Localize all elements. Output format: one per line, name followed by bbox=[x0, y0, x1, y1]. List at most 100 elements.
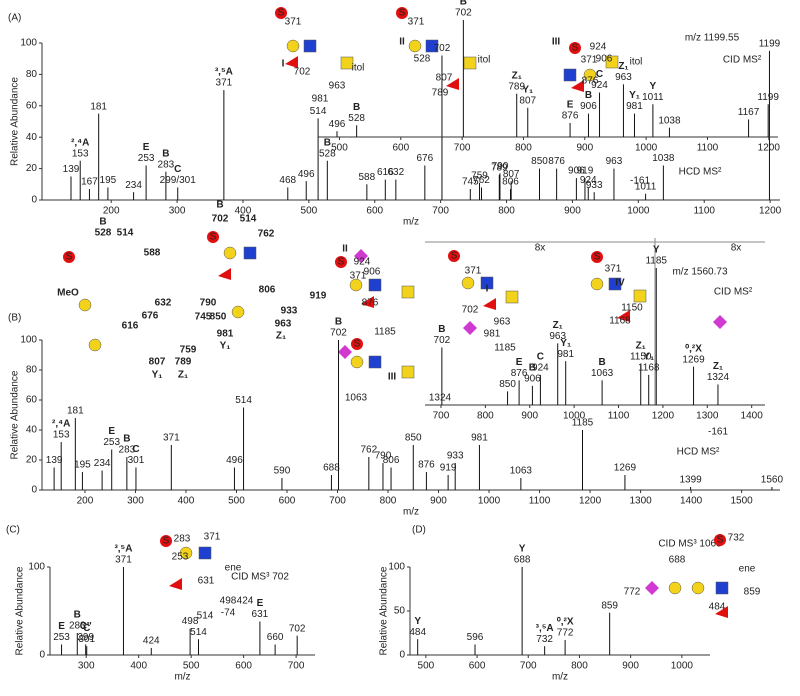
peak-label: 253 bbox=[103, 437, 120, 448]
peak-label: 1269 bbox=[682, 354, 705, 365]
annotation: CID MS² bbox=[714, 287, 753, 298]
peak-label: 850 bbox=[531, 156, 548, 167]
peak-label: 234 bbox=[125, 180, 142, 191]
x-tick-label: 700 bbox=[520, 661, 537, 672]
annotation: 906 bbox=[364, 267, 381, 278]
ion-label: ³,⁵A bbox=[536, 623, 554, 634]
y-axis-label: Relative Abundance bbox=[379, 566, 390, 655]
peak-label: 1063 bbox=[591, 368, 614, 379]
annotation: 850 bbox=[210, 312, 227, 323]
annotation: 498 bbox=[220, 596, 237, 607]
annotation: 371 bbox=[408, 17, 425, 28]
peak-label: 1150 bbox=[630, 352, 652, 363]
peak-label: 632 bbox=[388, 167, 405, 178]
y-tick-label: 80 bbox=[26, 69, 38, 80]
x-tick-label: 1200 bbox=[759, 206, 782, 217]
ion-label: Z₁ bbox=[553, 320, 563, 331]
ion-label: B bbox=[353, 102, 360, 113]
annotation: 963 bbox=[494, 317, 511, 328]
annotation: 514 bbox=[117, 228, 134, 239]
annotation: 963 bbox=[329, 81, 346, 92]
peak-label: 301 bbox=[78, 634, 95, 645]
x-tick-label: 1000 bbox=[627, 206, 650, 217]
y-tick-label: 60 bbox=[26, 100, 38, 111]
annotation: 371 bbox=[605, 264, 622, 275]
ion-label: Y₁ bbox=[560, 338, 571, 349]
annotation: S bbox=[594, 252, 601, 263]
annotation: 745 bbox=[195, 312, 212, 323]
ion-label: ³,⁵A bbox=[114, 544, 132, 555]
x-tick-label: 500 bbox=[183, 661, 200, 672]
x-tick-label: 1000 bbox=[478, 496, 501, 507]
peak-label: 876 bbox=[418, 460, 435, 471]
peak-label: 1199 bbox=[759, 38, 781, 49]
annotation: 528 bbox=[414, 54, 431, 65]
x-tick-label: 1400 bbox=[680, 496, 703, 507]
x-axis-label: m/z bbox=[174, 672, 190, 683]
x-tick-label: 200 bbox=[103, 206, 120, 217]
ion-label: Z₁ bbox=[636, 341, 646, 352]
glycan-symbol bbox=[617, 310, 630, 322]
x-tick-label: 900 bbox=[521, 411, 538, 422]
annotation: 1185 bbox=[374, 327, 396, 338]
sialic-acid bbox=[351, 338, 363, 350]
glycan-symbol bbox=[78, 298, 92, 312]
glycan-symbol bbox=[350, 355, 364, 369]
ion-label: ²,⁴A bbox=[71, 137, 89, 148]
y-axis-label: Relative Abundance bbox=[15, 566, 26, 655]
peak-label: 762 bbox=[360, 445, 377, 456]
peak-label: 850 bbox=[405, 433, 422, 444]
peak-label: 759 bbox=[471, 170, 488, 181]
ion-label: E bbox=[257, 598, 264, 609]
x-tick-label: 200 bbox=[77, 496, 94, 507]
peak-label: 371 bbox=[216, 78, 233, 89]
x-tick-label: 900 bbox=[430, 496, 447, 507]
peak-label: 772 bbox=[557, 628, 574, 639]
peak-label: 807 bbox=[503, 169, 520, 180]
peak-label: 1168 bbox=[638, 363, 660, 374]
annotation: 514 bbox=[197, 611, 214, 622]
ion-label: B bbox=[529, 362, 536, 373]
sialic-acid bbox=[207, 231, 219, 243]
annotation: III bbox=[552, 37, 561, 48]
peak-label: 283 bbox=[158, 159, 175, 170]
glycan-symbol bbox=[88, 338, 102, 352]
annotation: 484 bbox=[709, 602, 726, 613]
peak-label: 963 bbox=[549, 331, 566, 342]
x-tick-label: 1200 bbox=[758, 143, 781, 154]
annotation: 981 bbox=[484, 329, 501, 340]
annotation: 789 bbox=[175, 357, 192, 368]
x-tick-label: 700 bbox=[288, 661, 305, 672]
annotation: 789 bbox=[432, 88, 449, 99]
peak-label: 253 bbox=[138, 153, 155, 164]
glycan-symbol bbox=[198, 546, 212, 560]
annotation: 676 bbox=[142, 311, 159, 322]
ion-label: Z₁ bbox=[618, 61, 628, 72]
peak-label: 702 bbox=[455, 8, 472, 19]
sialic-acid bbox=[448, 250, 460, 262]
annotation: 859 bbox=[744, 587, 761, 598]
ion-label: ⁰,²X bbox=[557, 617, 574, 628]
peak-label: 253 bbox=[53, 632, 70, 643]
peak-label: 514 bbox=[235, 395, 252, 406]
annotation: ene bbox=[225, 563, 242, 574]
peak-label: 745 bbox=[462, 177, 479, 188]
glycan-symbol bbox=[480, 276, 494, 290]
annotation: 933 bbox=[281, 306, 298, 317]
x-tick-label: 1400 bbox=[741, 411, 764, 422]
x-axis-label: m/z bbox=[403, 217, 419, 228]
y-tick-label: 0 bbox=[31, 485, 37, 496]
annotation: 371 bbox=[581, 55, 598, 66]
annotation: 807 bbox=[149, 357, 166, 368]
y-tick-label: 50 bbox=[394, 606, 406, 617]
y-tick-label: 100 bbox=[28, 562, 45, 573]
peak-label: 933 bbox=[586, 180, 603, 191]
peak-label: 299/301 bbox=[160, 175, 197, 186]
annotation: 772 bbox=[624, 587, 641, 598]
annotation: S bbox=[572, 43, 579, 54]
annotation: m/z 1560.73 bbox=[672, 267, 727, 278]
annotation: 631 bbox=[198, 576, 215, 587]
x-tick-label: 600 bbox=[235, 661, 252, 672]
glycan-symbol bbox=[713, 315, 727, 329]
sialic-acid bbox=[714, 534, 726, 546]
